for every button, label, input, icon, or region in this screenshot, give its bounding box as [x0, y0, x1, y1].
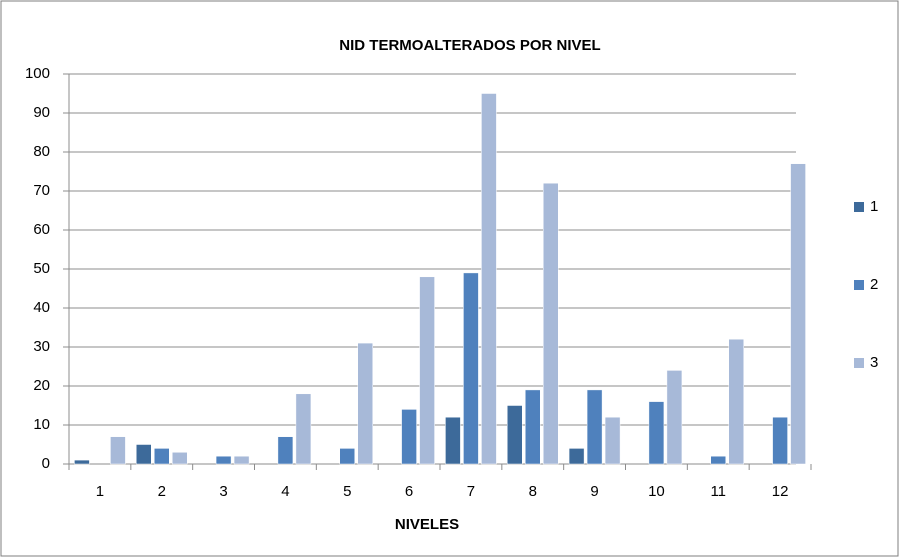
bar — [110, 436, 126, 465]
y-tick-label: 90 — [33, 104, 50, 121]
y-tick-label: 20 — [33, 377, 50, 394]
bar — [666, 370, 683, 465]
x-tick-label: 9 — [590, 483, 598, 500]
y-tick-label: 100 — [25, 65, 50, 82]
y-tick-label: 50 — [33, 260, 50, 277]
x-tick-label: 4 — [281, 483, 289, 500]
legend-label: 2 — [870, 276, 878, 293]
x-tick-label: 7 — [467, 483, 475, 500]
bar — [445, 416, 461, 465]
y-tick-label: 0 — [42, 455, 50, 472]
bar — [277, 436, 294, 465]
bar — [463, 272, 479, 465]
bar — [481, 93, 497, 465]
legend-label: 1 — [870, 198, 878, 215]
legend-swatch — [854, 358, 864, 368]
y-tick-label: 10 — [33, 416, 50, 433]
bar — [419, 276, 435, 465]
x-tick-label: 3 — [219, 483, 227, 500]
y-tick-label: 40 — [33, 299, 50, 316]
bar — [172, 452, 188, 465]
bar — [604, 416, 621, 465]
x-tick-label: 6 — [405, 483, 413, 500]
bar — [233, 455, 250, 465]
x-tick-label: 2 — [158, 483, 166, 500]
bar — [295, 393, 312, 465]
bar — [790, 163, 806, 465]
x-axis-title: NIVELES — [395, 516, 459, 533]
x-tick-label: 1 — [96, 483, 104, 500]
bar — [525, 389, 541, 465]
chart-title: NID TERMOALTERADOS POR NIVEL — [339, 37, 600, 54]
bar — [357, 342, 373, 465]
y-tick-label: 70 — [33, 182, 50, 199]
x-tick-label: 8 — [529, 483, 537, 500]
x-tick-label: 10 — [648, 483, 665, 500]
y-tick-label: 30 — [33, 338, 50, 355]
bar — [154, 448, 170, 465]
bar — [648, 401, 665, 465]
y-tick-label: 60 — [33, 221, 50, 238]
legend-swatch — [854, 280, 864, 290]
y-tick-label: 80 — [33, 143, 50, 160]
bar — [543, 182, 559, 465]
bar — [710, 455, 726, 465]
bar — [215, 455, 232, 465]
bar — [507, 405, 523, 465]
bar — [74, 459, 90, 465]
legend-swatch — [854, 202, 864, 212]
bar — [586, 389, 603, 465]
bar — [339, 448, 355, 465]
x-tick-label: 11 — [710, 483, 726, 500]
bar — [136, 444, 152, 465]
x-tick-label: 12 — [772, 483, 789, 500]
bar — [772, 416, 788, 465]
legend-label: 3 — [870, 354, 878, 371]
bar — [728, 338, 744, 465]
bar — [401, 409, 417, 465]
bar — [568, 448, 585, 465]
x-tick-label: 5 — [343, 483, 351, 500]
